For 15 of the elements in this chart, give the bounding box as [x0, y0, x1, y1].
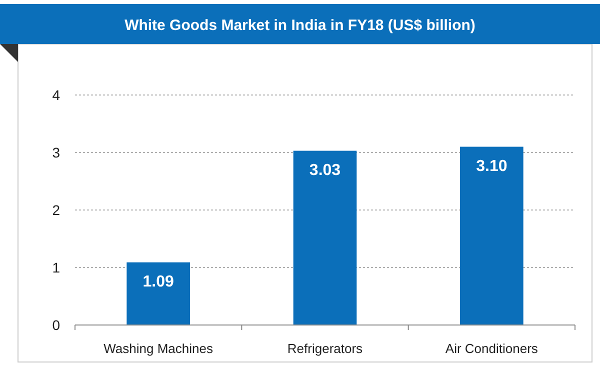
y-tick-label: 2 [52, 202, 60, 218]
bar [293, 150, 357, 325]
y-tick-label: 0 [52, 317, 60, 333]
y-tick-label: 1 [52, 260, 60, 276]
x-tick-label: Washing Machines [104, 341, 214, 356]
data-label: 1.09 [142, 273, 174, 290]
x-tick-label: Refrigerators [287, 341, 364, 356]
data-label: 3.03 [309, 162, 341, 179]
chart-title: White Goods Market in India in FY18 (US$ billion) [124, 17, 476, 34]
y-tick-label: 3 [52, 144, 60, 160]
bar [460, 146, 524, 325]
x-tick-label: Air Conditioners [445, 341, 538, 356]
bar [126, 262, 190, 325]
y-tick-label: 4 [52, 87, 60, 103]
data-label: 3.10 [476, 158, 508, 175]
